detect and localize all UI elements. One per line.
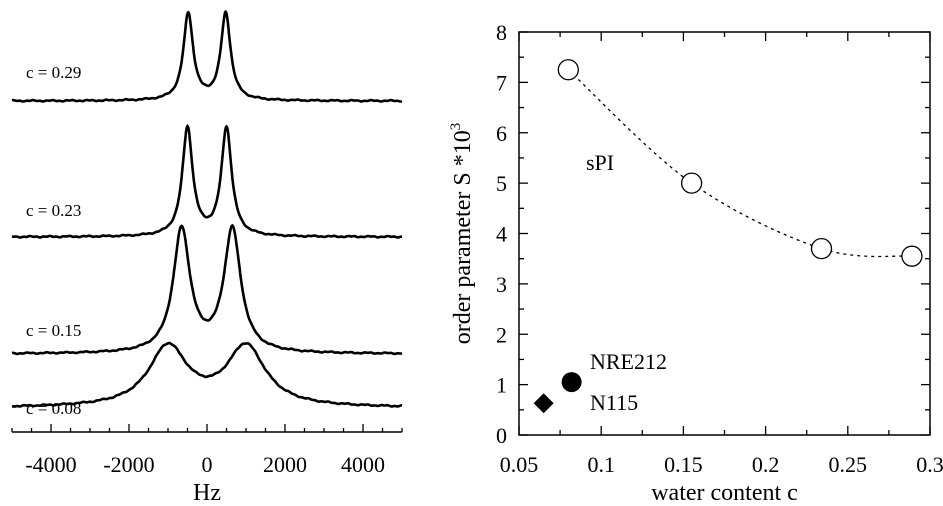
spi-data-point [901,245,923,267]
series-label-nre212: NRE212 [590,349,667,374]
y-tick-label: 3 [496,272,507,297]
data-points [533,59,923,414]
x-tick-label: -4000 [25,452,76,477]
x-tick-label: 0.15 [664,452,703,477]
x-tick-label: 4000 [341,452,385,477]
y-tick-label: 2 [496,322,507,347]
spi-data-point [810,237,833,260]
spectrum-label: c = 0.08 [26,399,81,418]
spectrum-label: c = 0.23 [26,201,81,220]
x-tick-label: 0.25 [829,452,868,477]
x-tick-label: 2000 [263,452,307,477]
spectrum-trace [11,341,403,408]
y-axis-title-main: order parameter S *10 [450,130,476,344]
x-axis-ticks: 0.05 0.1 0.15 0.2 0.25 0.3 [500,32,943,477]
plot-frame [518,31,931,436]
y-axis-title: order parameter S *103 [448,123,476,344]
spectrum-label: c = 0.15 [26,321,81,340]
y-tick-label: 0 [496,423,507,448]
order-parameter-panel: 0.05 0.1 0.15 0.2 0.25 0.3 0 1 2 3 4 5 6 7 8 sPI NRE2… [448,20,943,506]
y-axis-ticks: 0 1 2 3 4 5 6 7 8 [496,20,930,448]
y-tick-label: 7 [496,70,507,95]
x-axis-title: water content c [651,480,798,506]
n115-data-point [533,393,554,414]
nmr-spectra-panel: -4000 -2000 0 2000 4000 c = 0.29c = 0.23c = … [11,9,403,506]
x-axis-title: Hz [193,480,221,506]
spectrum-label: c = 0.29 [26,63,81,82]
spectrum-trace [11,223,403,356]
y-tick-label: 5 [496,171,507,196]
spectra-labels: c = 0.29 c = 0.23 c = 0.15 c = 0.08 [26,63,81,418]
x-tick-label: 0.05 [500,452,539,477]
series-label-n115: N115 [590,390,638,415]
y-tick-label: 6 [496,121,507,146]
spi-data-point [680,172,703,194]
series-label-spi: sPI [586,150,614,175]
spectrum-trace [11,124,402,239]
x-tick-label: 0.3 [916,452,943,477]
nre212-data-point [561,372,582,393]
x-axis-ticks: -4000 -2000 0 2000 4000 [11,424,403,477]
y-axis-title-superscript: 3 [448,123,464,131]
spectrum-trace [11,9,403,103]
spectra-traces [11,9,403,408]
y-tick-label: 8 [496,20,507,45]
spi-dotted-trend-line [567,69,912,258]
x-tick-label: 0.2 [752,452,780,477]
x-tick-label: 0.1 [587,452,615,477]
spi-data-point [557,59,579,81]
x-tick-label: 0 [202,452,213,477]
y-tick-label: 1 [496,373,507,398]
y-tick-label: 4 [496,222,507,247]
x-tick-label: -2000 [103,452,154,477]
